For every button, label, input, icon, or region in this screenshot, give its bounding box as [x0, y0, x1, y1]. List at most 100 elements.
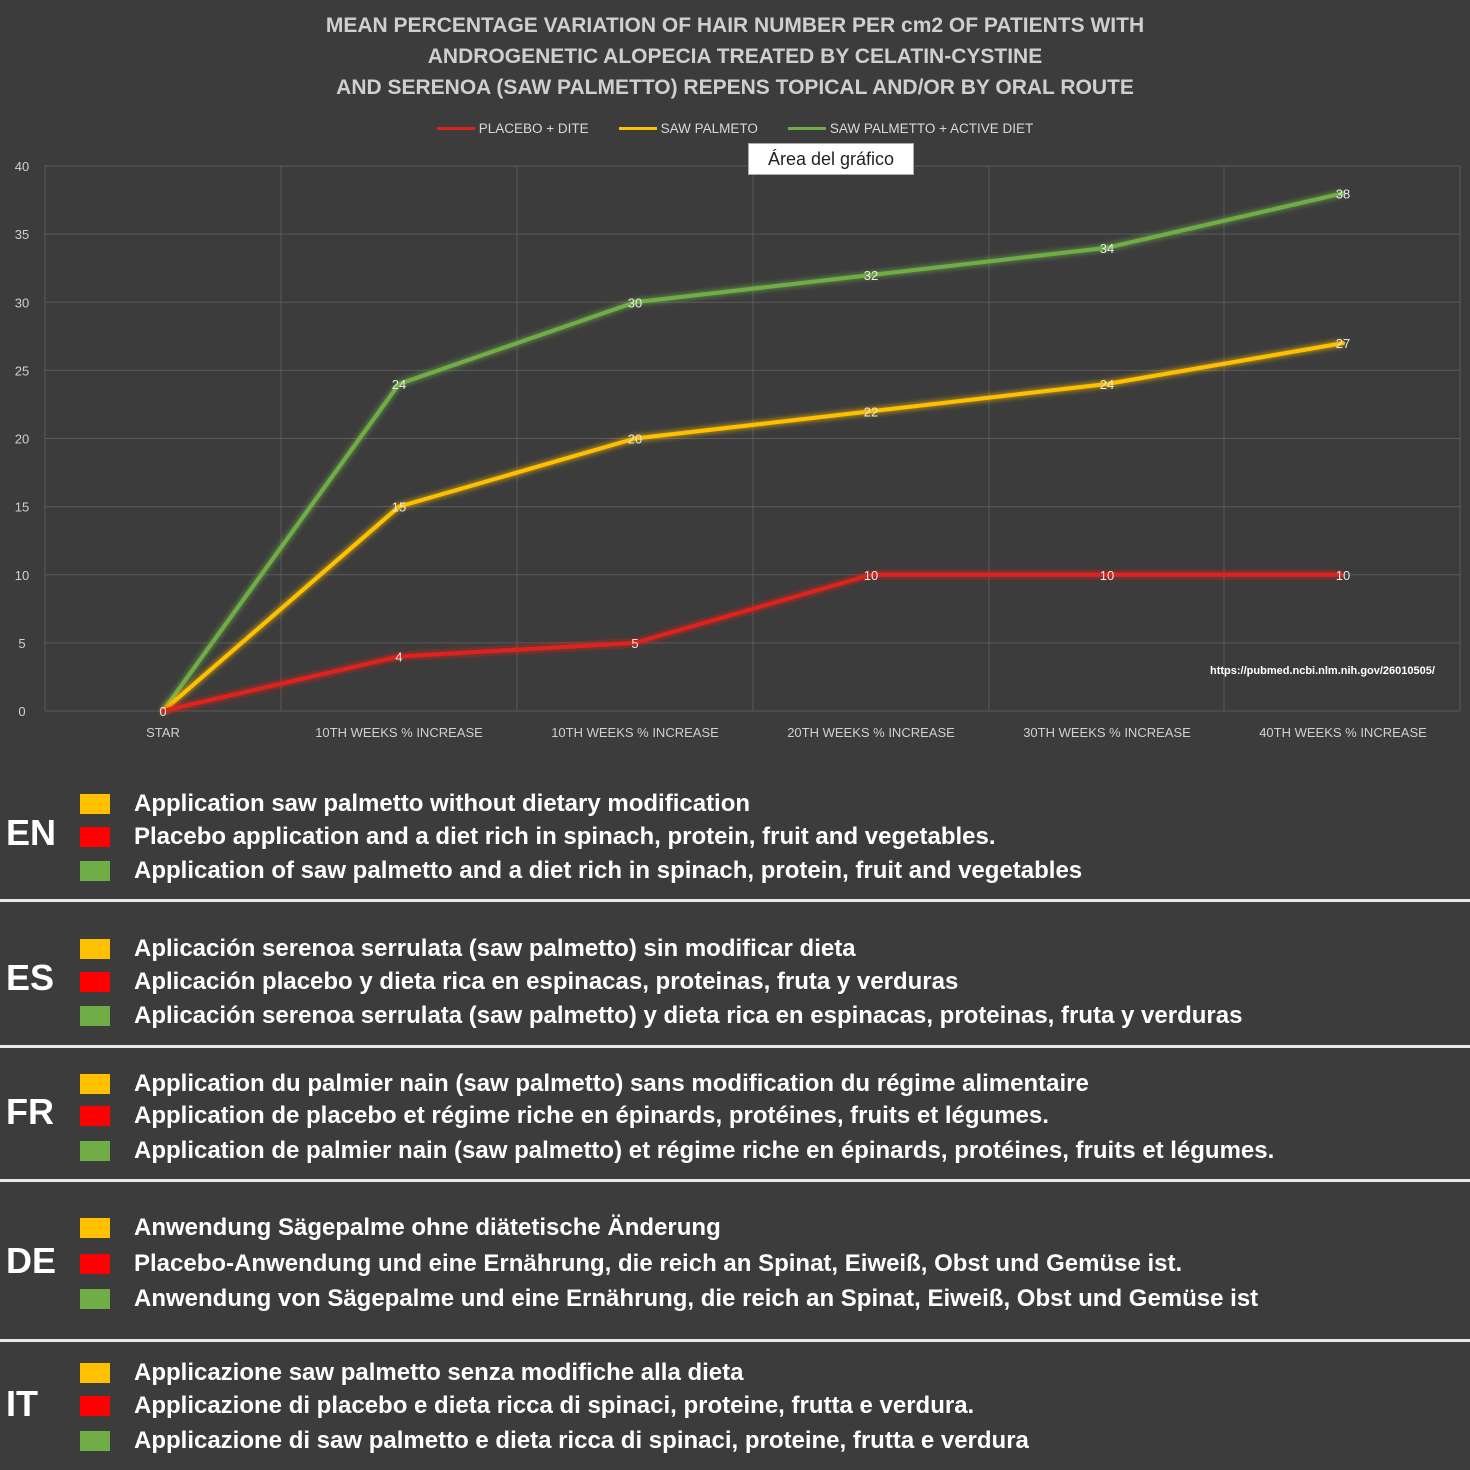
- source-link[interactable]: https://pubmed.ncbi.nlm.nih.gov/26010505…: [1210, 665, 1435, 677]
- data-point[interactable]: [1105, 572, 1109, 577]
- legend-description-row: Anwendung von Sägepalme und eine Ernähru…: [80, 1285, 1258, 1313]
- legend-item-placebo[interactable]: PLACEBO + DITE: [436, 121, 589, 136]
- data-point[interactable]: [1341, 572, 1345, 577]
- data-point[interactable]: [161, 709, 165, 713]
- data-point[interactable]: [1105, 245, 1109, 250]
- section-divider: [0, 1339, 1470, 1342]
- x-tick-label: 30TH WEEKS % INCREASE: [1023, 725, 1191, 740]
- data-point[interactable]: [397, 654, 401, 659]
- color-swatch-green: [80, 1289, 110, 1309]
- data-label: 34: [1100, 241, 1114, 256]
- legend-item-saw-palmetto[interactable]: SAW PALMETO: [618, 121, 758, 136]
- data-point[interactable]: [869, 409, 873, 414]
- legend-description-text: Anwendung von Sägepalme und eine Ernähru…: [134, 1285, 1259, 1312]
- legend-description-row: Aplicación placebo y dieta rica en espin…: [80, 968, 958, 996]
- legend-description-row: Applicazione di saw palmetto e dieta ric…: [80, 1427, 1029, 1455]
- data-label: 20: [628, 432, 642, 447]
- chart-title-line-1: MEAN PERCENTAGE VARIATION OF HAIR NUMBER…: [325, 14, 1145, 37]
- chart-title-line-3: AND SERENOA (SAW PALMETTO) REPENS TOPICA…: [336, 76, 1134, 99]
- chart-area-tooltip: Área del gráfico: [748, 143, 914, 175]
- y-tick-label: 10: [15, 568, 29, 583]
- data-point[interactable]: [633, 640, 637, 645]
- legend-description-text: Placebo application and a diet rich in s…: [134, 823, 996, 850]
- color-swatch-red: [80, 827, 110, 847]
- section-divider: [0, 1179, 1470, 1182]
- legend-description-row: Application of saw palmetto and a diet r…: [80, 857, 1082, 885]
- language-code-it: IT: [6, 1383, 38, 1424]
- legend-description-row: Applicazione saw palmetto senza modifich…: [80, 1359, 744, 1387]
- legend-description-row: Aplicación serenoa serrulata (saw palmet…: [80, 935, 856, 963]
- chart-title: MEAN PERCENTAGE VARIATION OF HAIR NUMBER…: [0, 10, 1470, 103]
- color-swatch-yellow: [80, 1363, 110, 1383]
- color-swatch-red: [80, 1396, 110, 1416]
- chart-title-line-2: ANDROGENETIC ALOPECIA TREATED BY CELATIN…: [427, 45, 1043, 68]
- data-label: 10: [864, 568, 878, 583]
- legend-description-row: Placebo application and a diet rich in s…: [80, 823, 996, 851]
- data-point[interactable]: [1341, 191, 1345, 196]
- data-label: 0: [159, 704, 166, 719]
- legend-description-row: Application de palmier nain (saw palmett…: [80, 1137, 1274, 1165]
- color-swatch-yellow: [80, 794, 110, 814]
- data-label: 10: [1100, 568, 1114, 583]
- legend-description-row: Application saw palmetto without dietary…: [80, 790, 750, 818]
- series-line-1[interactable]: [161, 341, 1344, 713]
- legend-label: PLACEBO + DITE: [478, 121, 589, 136]
- data-point[interactable]: [633, 300, 637, 305]
- legend-description-text: Application of saw palmetto and a diet r…: [134, 857, 1083, 884]
- legend-description-text: Application de palmier nain (saw palmett…: [134, 1137, 1275, 1164]
- data-point[interactable]: [397, 504, 401, 509]
- data-point[interactable]: [869, 572, 873, 577]
- legend-description-text: Anwendung Sägepalme ohne diätetische Änd…: [134, 1214, 721, 1241]
- y-tick-label: 35: [15, 227, 29, 242]
- color-swatch-yellow: [80, 939, 110, 959]
- legend-description-text: Application de placebo et régime riche e…: [134, 1102, 1049, 1129]
- section-divider: [0, 1045, 1470, 1048]
- language-code-es: ES: [6, 957, 55, 998]
- language-code-fr: FR: [6, 1091, 54, 1132]
- legend-description-text: Applicazione saw palmetto senza modifich…: [134, 1359, 744, 1386]
- y-tick-label: 40: [15, 159, 29, 174]
- series-line-2[interactable]: [161, 191, 1344, 713]
- y-tick-label: 15: [15, 500, 29, 515]
- color-swatch-red: [80, 1106, 110, 1126]
- data-point[interactable]: [1341, 341, 1345, 346]
- language-code-de: DE: [6, 1240, 57, 1281]
- data-label: 24: [1100, 377, 1114, 392]
- legend-description-text: Aplicación placebo y dieta rica en espin…: [134, 968, 959, 995]
- data-point[interactable]: [633, 436, 637, 441]
- legend-description-row: Aplicación serenoa serrulata (saw palmet…: [80, 1002, 1242, 1030]
- legend-description-text: Aplicación serenoa serrulata (saw palmet…: [134, 935, 856, 962]
- y-tick-label: 5: [18, 636, 25, 651]
- data-label: 5: [631, 636, 638, 651]
- color-swatch-red: [80, 972, 110, 992]
- data-point[interactable]: [1105, 382, 1109, 386]
- data-point[interactable]: [869, 273, 873, 277]
- data-label: 24: [392, 377, 406, 392]
- series-line-0[interactable]: [162, 572, 1343, 713]
- legend-description-text: Applicazione di saw palmetto e dieta ric…: [134, 1427, 1029, 1454]
- x-tick-label: 20TH WEEKS % INCREASE: [787, 725, 955, 740]
- legend-item-saw-palmetto-diet[interactable]: SAW PALMETTO + ACTIVE DIET: [787, 121, 1034, 136]
- data-point[interactable]: [397, 382, 401, 386]
- color-swatch-green: [80, 861, 110, 881]
- legend-swatch-green: [787, 127, 826, 130]
- color-swatch-green: [80, 1431, 110, 1451]
- legend-description-row: Anwendung Sägepalme ohne diätetische Änd…: [80, 1214, 721, 1242]
- y-tick-label: 25: [15, 363, 29, 378]
- legend-description-text: Application du palmier nain (saw palmett…: [134, 1070, 1089, 1097]
- legend-swatch-red: [436, 127, 475, 130]
- legend-description-text: Placebo-Anwendung und eine Ernährung, di…: [134, 1250, 1183, 1277]
- color-swatch-green: [80, 1141, 110, 1161]
- legend-swatch-yellow: [618, 127, 657, 130]
- x-tick-label: 10TH WEEKS % INCREASE: [315, 725, 483, 740]
- data-label: 38: [1336, 186, 1350, 201]
- y-tick-label: 30: [15, 295, 29, 310]
- legend-label: SAW PALMETTO + ACTIVE DIET: [829, 121, 1034, 136]
- legend-description-row: Placebo-Anwendung und eine Ernährung, di…: [80, 1250, 1182, 1278]
- data-label: 22: [864, 404, 878, 419]
- color-swatch-yellow: [80, 1074, 110, 1094]
- legend-description-row: Application de placebo et régime riche e…: [80, 1102, 1049, 1130]
- color-swatch-green: [80, 1006, 110, 1026]
- x-tick-label: 10TH WEEKS % INCREASE: [551, 725, 719, 740]
